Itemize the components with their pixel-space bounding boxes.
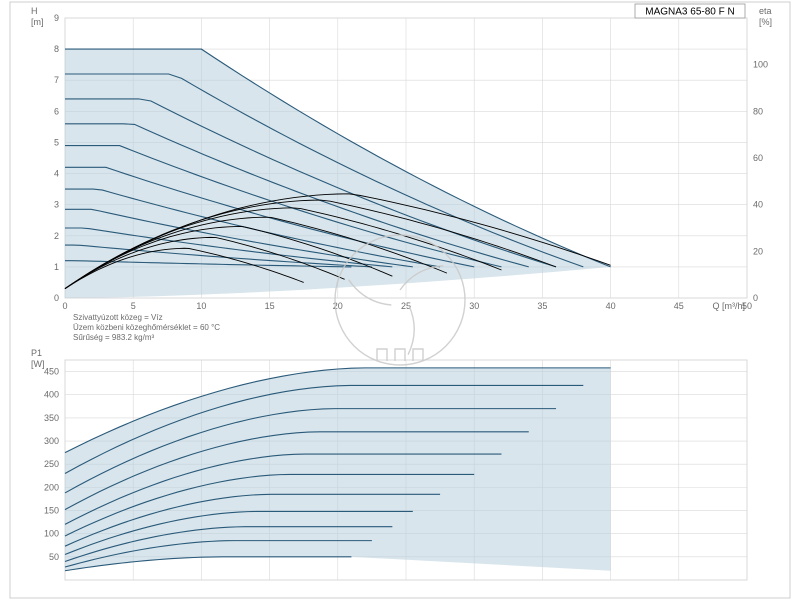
y-axis-label: H xyxy=(31,6,38,16)
y2-axis-unit: [%] xyxy=(759,17,772,27)
y2-tick-label: 80 xyxy=(753,106,763,116)
info-line: Szivattyúzott közeg = Víz xyxy=(73,313,163,322)
x-tick-label: 0 xyxy=(62,301,67,311)
y2-tick-label: 100 xyxy=(753,60,768,70)
x-axis-label: Q [m³/h] xyxy=(712,301,745,311)
x-tick-label: 5 xyxy=(131,301,136,311)
pump-curve-chart: 0510152025303540455001234567890204060801… xyxy=(0,0,800,600)
info-line: Üzem közbeni közeghőmérséklet = 60 °C xyxy=(73,323,220,332)
y-tick-label: 450 xyxy=(44,367,59,377)
x-tick-label: 40 xyxy=(606,301,616,311)
y2-tick-label: 0 xyxy=(753,293,758,303)
y2-axis-label: eta xyxy=(759,6,772,16)
y-tick-label: 4 xyxy=(54,169,59,179)
y-tick-label: 400 xyxy=(44,390,59,400)
y-tick-label: 0 xyxy=(54,293,59,303)
y-tick-label: 50 xyxy=(49,552,59,562)
y-tick-label: 8 xyxy=(54,44,59,54)
info-line: Sűrűség = 983.2 kg/m³ xyxy=(73,333,154,342)
y-tick-label: 250 xyxy=(44,459,59,469)
y-axis-unit: [m] xyxy=(31,17,44,27)
chart-title: MAGNA3 65-80 F N xyxy=(645,7,734,18)
x-tick-label: 20 xyxy=(333,301,343,311)
y-tick-label: 5 xyxy=(54,137,59,147)
head-chart: 0510152025303540455001234567890204060801… xyxy=(31,4,772,342)
y-tick-label: 150 xyxy=(44,506,59,516)
y-tick-label: 2 xyxy=(54,231,59,241)
y-tick-label: 300 xyxy=(44,436,59,446)
y-tick-label: 200 xyxy=(44,482,59,492)
y2-tick-label: 20 xyxy=(753,246,763,256)
y-tick-label: 350 xyxy=(44,413,59,423)
y2-tick-label: 40 xyxy=(753,200,763,210)
x-tick-label: 35 xyxy=(537,301,547,311)
y-axis-label: P1 xyxy=(31,348,42,358)
y-tick-label: 3 xyxy=(54,200,59,210)
x-tick-label: 30 xyxy=(469,301,479,311)
y-tick-label: 100 xyxy=(44,529,59,539)
x-tick-label: 15 xyxy=(265,301,275,311)
y2-tick-label: 60 xyxy=(753,153,763,163)
y-tick-label: 9 xyxy=(54,13,59,23)
y-tick-label: 6 xyxy=(54,106,59,116)
y-tick-label: 1 xyxy=(54,262,59,272)
x-tick-label: 10 xyxy=(196,301,206,311)
power-chart: 50 100 150 200 250 300 350 400 450P1[W] xyxy=(31,348,747,580)
y-tick-label: 7 xyxy=(54,75,59,85)
y-axis-unit: [W] xyxy=(31,359,45,369)
x-tick-label: 45 xyxy=(674,301,684,311)
